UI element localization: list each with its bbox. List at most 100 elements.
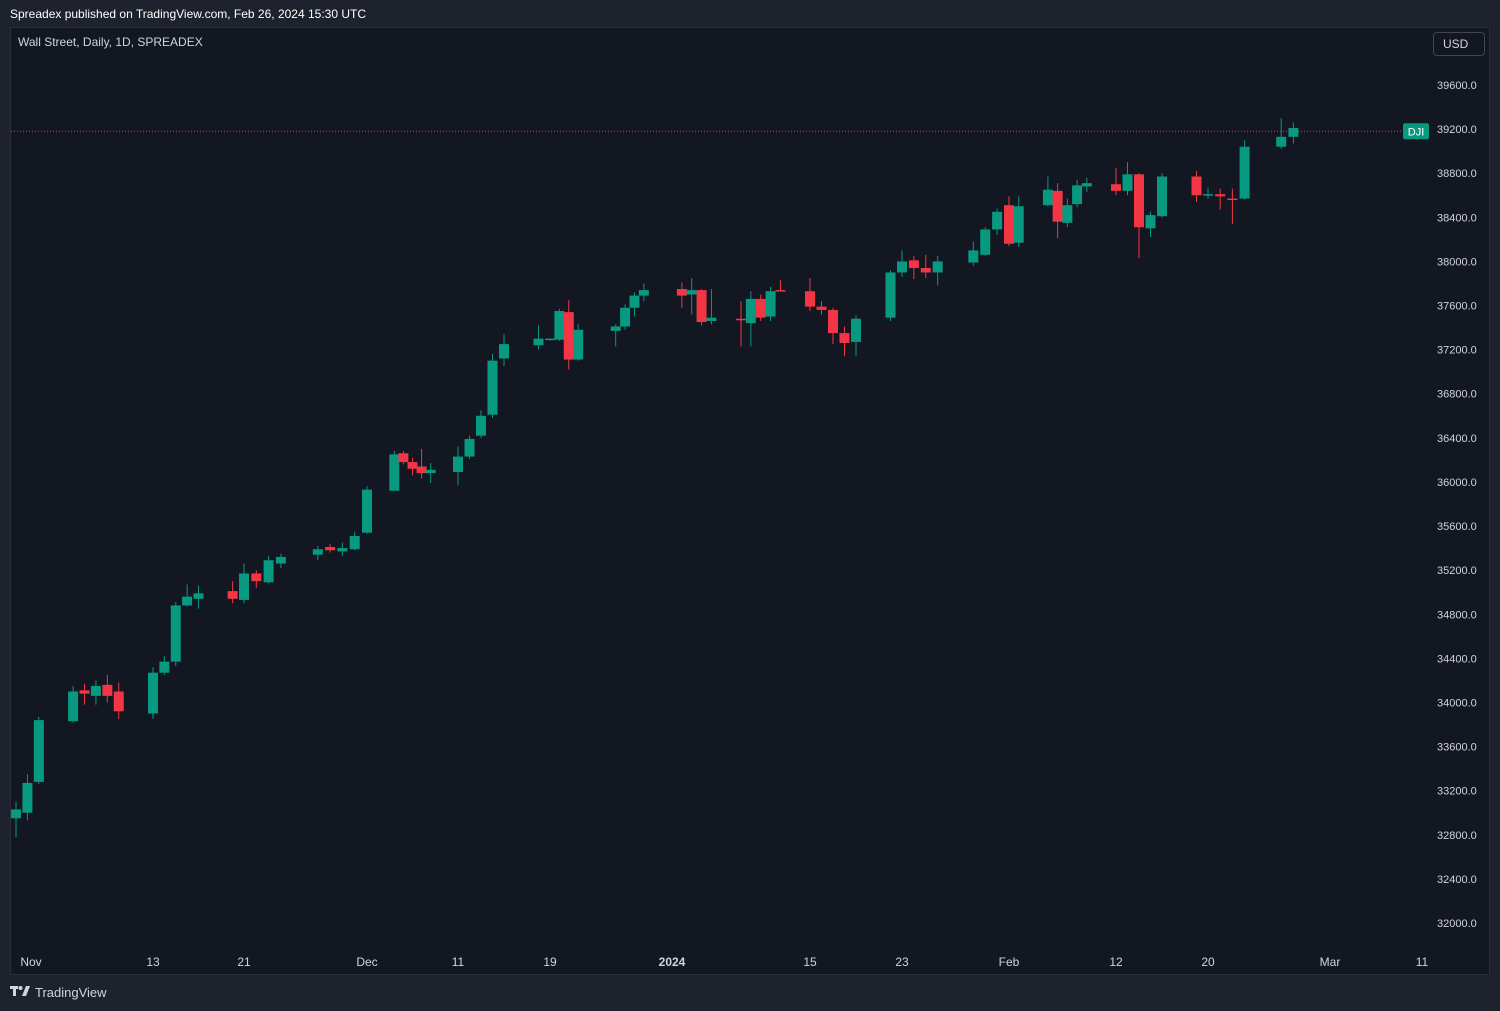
candle[interactable]: [1004, 196, 1014, 246]
candle[interactable]: [968, 241, 979, 266]
candle[interactable]: [1052, 183, 1063, 239]
candle[interactable]: [325, 543, 336, 553]
candle[interactable]: [736, 301, 746, 347]
candle[interactable]: [362, 486, 372, 534]
candle[interactable]: [706, 288, 717, 325]
candle[interactable]: [193, 585, 204, 609]
candle-body: [113, 691, 124, 712]
candle[interactable]: [554, 308, 565, 341]
tradingview-brand[interactable]: TradingView: [10, 985, 107, 1000]
candle[interactable]: [79, 683, 90, 705]
candle[interactable]: [629, 292, 640, 317]
candle[interactable]: [1042, 176, 1053, 207]
candle[interactable]: [897, 250, 907, 277]
candle[interactable]: [113, 682, 124, 720]
candle-body: [33, 720, 44, 782]
candle[interactable]: [1239, 140, 1250, 200]
candle[interactable]: [11, 801, 21, 837]
candle[interactable]: [573, 324, 584, 361]
candle[interactable]: [816, 301, 827, 315]
candle[interactable]: [932, 255, 943, 286]
candle[interactable]: [416, 448, 427, 479]
candle[interactable]: [828, 307, 838, 345]
candle[interactable]: [251, 570, 262, 588]
candle[interactable]: [22, 774, 33, 821]
candle[interactable]: [1072, 179, 1083, 208]
candle[interactable]: [638, 283, 649, 302]
candle[interactable]: [1145, 211, 1156, 238]
candle[interactable]: [487, 354, 498, 418]
candle[interactable]: [1288, 122, 1299, 144]
candle-body: [1111, 184, 1121, 191]
candle[interactable]: [275, 553, 286, 568]
candle-body: [629, 295, 640, 308]
candle[interactable]: [182, 584, 193, 607]
candle[interactable]: [920, 254, 931, 278]
candle-body: [686, 290, 697, 295]
candle[interactable]: [1122, 162, 1133, 196]
candle[interactable]: [696, 288, 707, 326]
candle[interactable]: [686, 277, 697, 315]
candle-body: [1052, 190, 1063, 222]
last-price-layer: DJI: [11, 123, 1429, 140]
candle[interactable]: [148, 667, 158, 720]
candle[interactable]: [1203, 187, 1213, 199]
candle[interactable]: [389, 451, 400, 491]
candle[interactable]: [908, 255, 919, 280]
y-tick-label: 34800.0: [1437, 609, 1477, 621]
candle[interactable]: [159, 656, 170, 675]
candle[interactable]: [425, 463, 436, 484]
candle[interactable]: [1157, 173, 1167, 218]
x-tick-label: Nov: [20, 955, 41, 969]
candle[interactable]: [1013, 196, 1024, 248]
candle[interactable]: [499, 334, 509, 367]
candle-body: [897, 261, 907, 273]
candle[interactable]: [68, 685, 79, 723]
candle[interactable]: [349, 531, 360, 551]
candle[interactable]: [1276, 118, 1287, 149]
candle[interactable]: [755, 294, 766, 321]
candle[interactable]: [1191, 171, 1202, 202]
candle[interactable]: [533, 325, 544, 350]
candle[interactable]: [170, 602, 181, 667]
candle[interactable]: [102, 674, 113, 703]
candle-body: [325, 547, 336, 551]
candle[interactable]: [839, 326, 850, 357]
candle[interactable]: [805, 277, 815, 312]
candle[interactable]: [227, 581, 238, 604]
candle[interactable]: [610, 324, 621, 347]
candle[interactable]: [1134, 173, 1144, 259]
candle[interactable]: [745, 291, 756, 347]
candle[interactable]: [398, 451, 409, 465]
candle[interactable]: [239, 563, 249, 604]
candle[interactable]: [765, 286, 776, 321]
candle[interactable]: [1111, 167, 1121, 196]
candle[interactable]: [337, 542, 348, 556]
candle[interactable]: [407, 457, 418, 476]
candle[interactable]: [1227, 188, 1238, 224]
candle[interactable]: [312, 545, 323, 561]
candle[interactable]: [1062, 198, 1073, 228]
candle[interactable]: [851, 315, 861, 357]
currency-button[interactable]: USD: [1433, 32, 1485, 56]
candle[interactable]: [563, 300, 574, 370]
candle-body: [499, 344, 509, 359]
candle[interactable]: [980, 227, 991, 256]
candle[interactable]: [775, 280, 786, 292]
candle[interactable]: [33, 716, 44, 785]
candle[interactable]: [464, 435, 475, 459]
candle[interactable]: [676, 282, 687, 308]
candle[interactable]: [1081, 177, 1092, 192]
candle[interactable]: [885, 270, 896, 321]
candle[interactable]: [476, 410, 486, 438]
candle[interactable]: [263, 555, 274, 584]
candle[interactable]: [453, 446, 463, 486]
candle[interactable]: [992, 208, 1003, 235]
candle[interactable]: [620, 304, 631, 330]
candle-body: [362, 489, 372, 533]
candle[interactable]: [90, 680, 101, 705]
candle-body: [102, 684, 113, 696]
candle[interactable]: [545, 338, 555, 341]
candle[interactable]: [1215, 188, 1226, 210]
